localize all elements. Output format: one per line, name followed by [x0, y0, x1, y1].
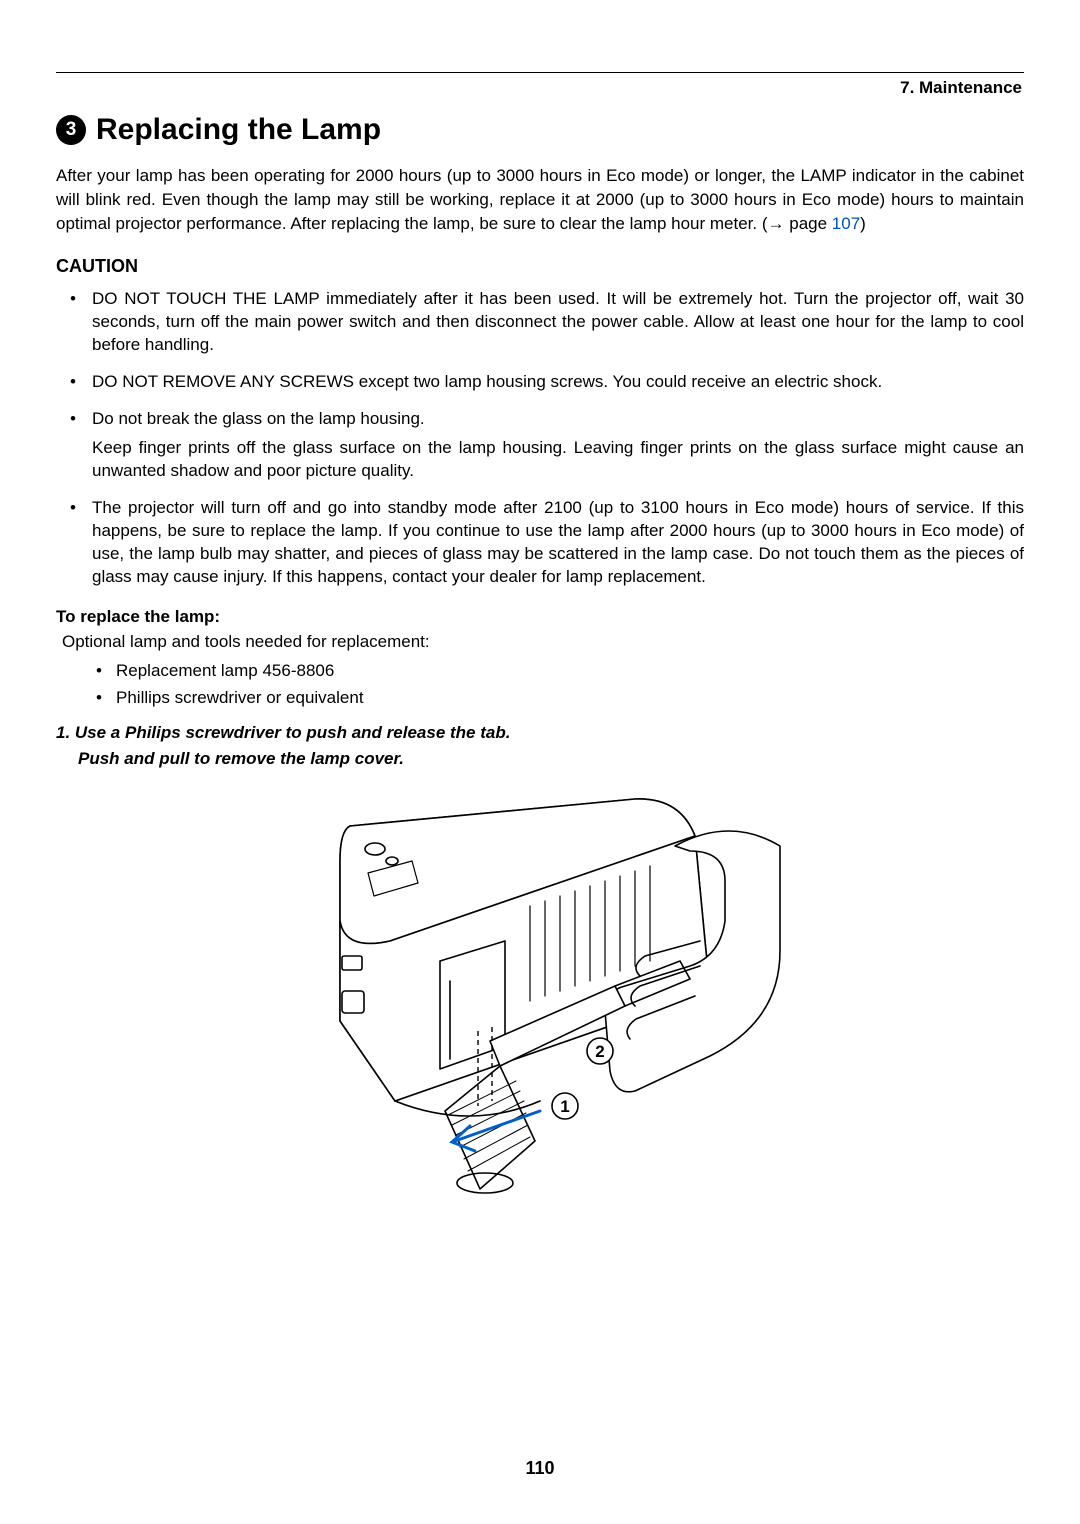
tools-list: Replacement lamp 456-8806 Phillips screw… [56, 660, 1024, 710]
optional-line: Optional lamp and tools needed for repla… [62, 631, 1024, 654]
top-rule [56, 72, 1024, 73]
section-title-text: Replacing the Lamp [96, 110, 381, 151]
replace-heading: To replace the lamp: [56, 606, 1024, 629]
intro-a: After your lamp has been operating for 2… [56, 166, 1024, 233]
caution-item: DO NOT TOUCH THE LAMP immediately after … [92, 288, 1024, 357]
section-number-badge: 3 [56, 115, 86, 145]
caution-list: DO NOT TOUCH THE LAMP immediately after … [56, 288, 1024, 588]
lamp-cover-figure: 2 1 [56, 791, 1024, 1201]
step-1: 1. Use a Philips screwdriver to push and… [56, 720, 1024, 771]
caution-3a: Do not break the glass on the lamp housi… [92, 409, 425, 428]
caution-3b: Keep finger prints off the glass surface… [92, 437, 1024, 483]
chapter-label: 7. Maintenance [900, 77, 1022, 100]
callout-2: 2 [595, 1042, 604, 1061]
intro-b: ) [860, 214, 866, 233]
chapter-header: 7. Maintenance [56, 77, 1024, 100]
step-1-line1: 1. Use a Philips screwdriver to push and… [56, 720, 1024, 746]
step-1-line2: Push and pull to remove the lamp cover. [56, 746, 1024, 772]
caution-item: DO NOT REMOVE ANY SCREWS except two lamp… [92, 371, 1024, 394]
list-item: Phillips screwdriver or equivalent [116, 687, 1024, 710]
page-link[interactable]: 107 [832, 214, 860, 233]
list-item: Replacement lamp 456-8806 [116, 660, 1024, 683]
callout-1: 1 [560, 1097, 569, 1116]
caution-item: Do not break the glass on the lamp housi… [92, 408, 1024, 483]
lamp-cover-svg: 2 1 [280, 791, 800, 1201]
page-number: 110 [0, 1456, 1080, 1480]
intro-paragraph: After your lamp has been operating for 2… [56, 164, 1024, 235]
section-title: 3 Replacing the Lamp [56, 110, 1024, 151]
caution-heading: CAUTION [56, 254, 1024, 278]
caution-item: The projector will turn off and go into … [92, 497, 1024, 589]
